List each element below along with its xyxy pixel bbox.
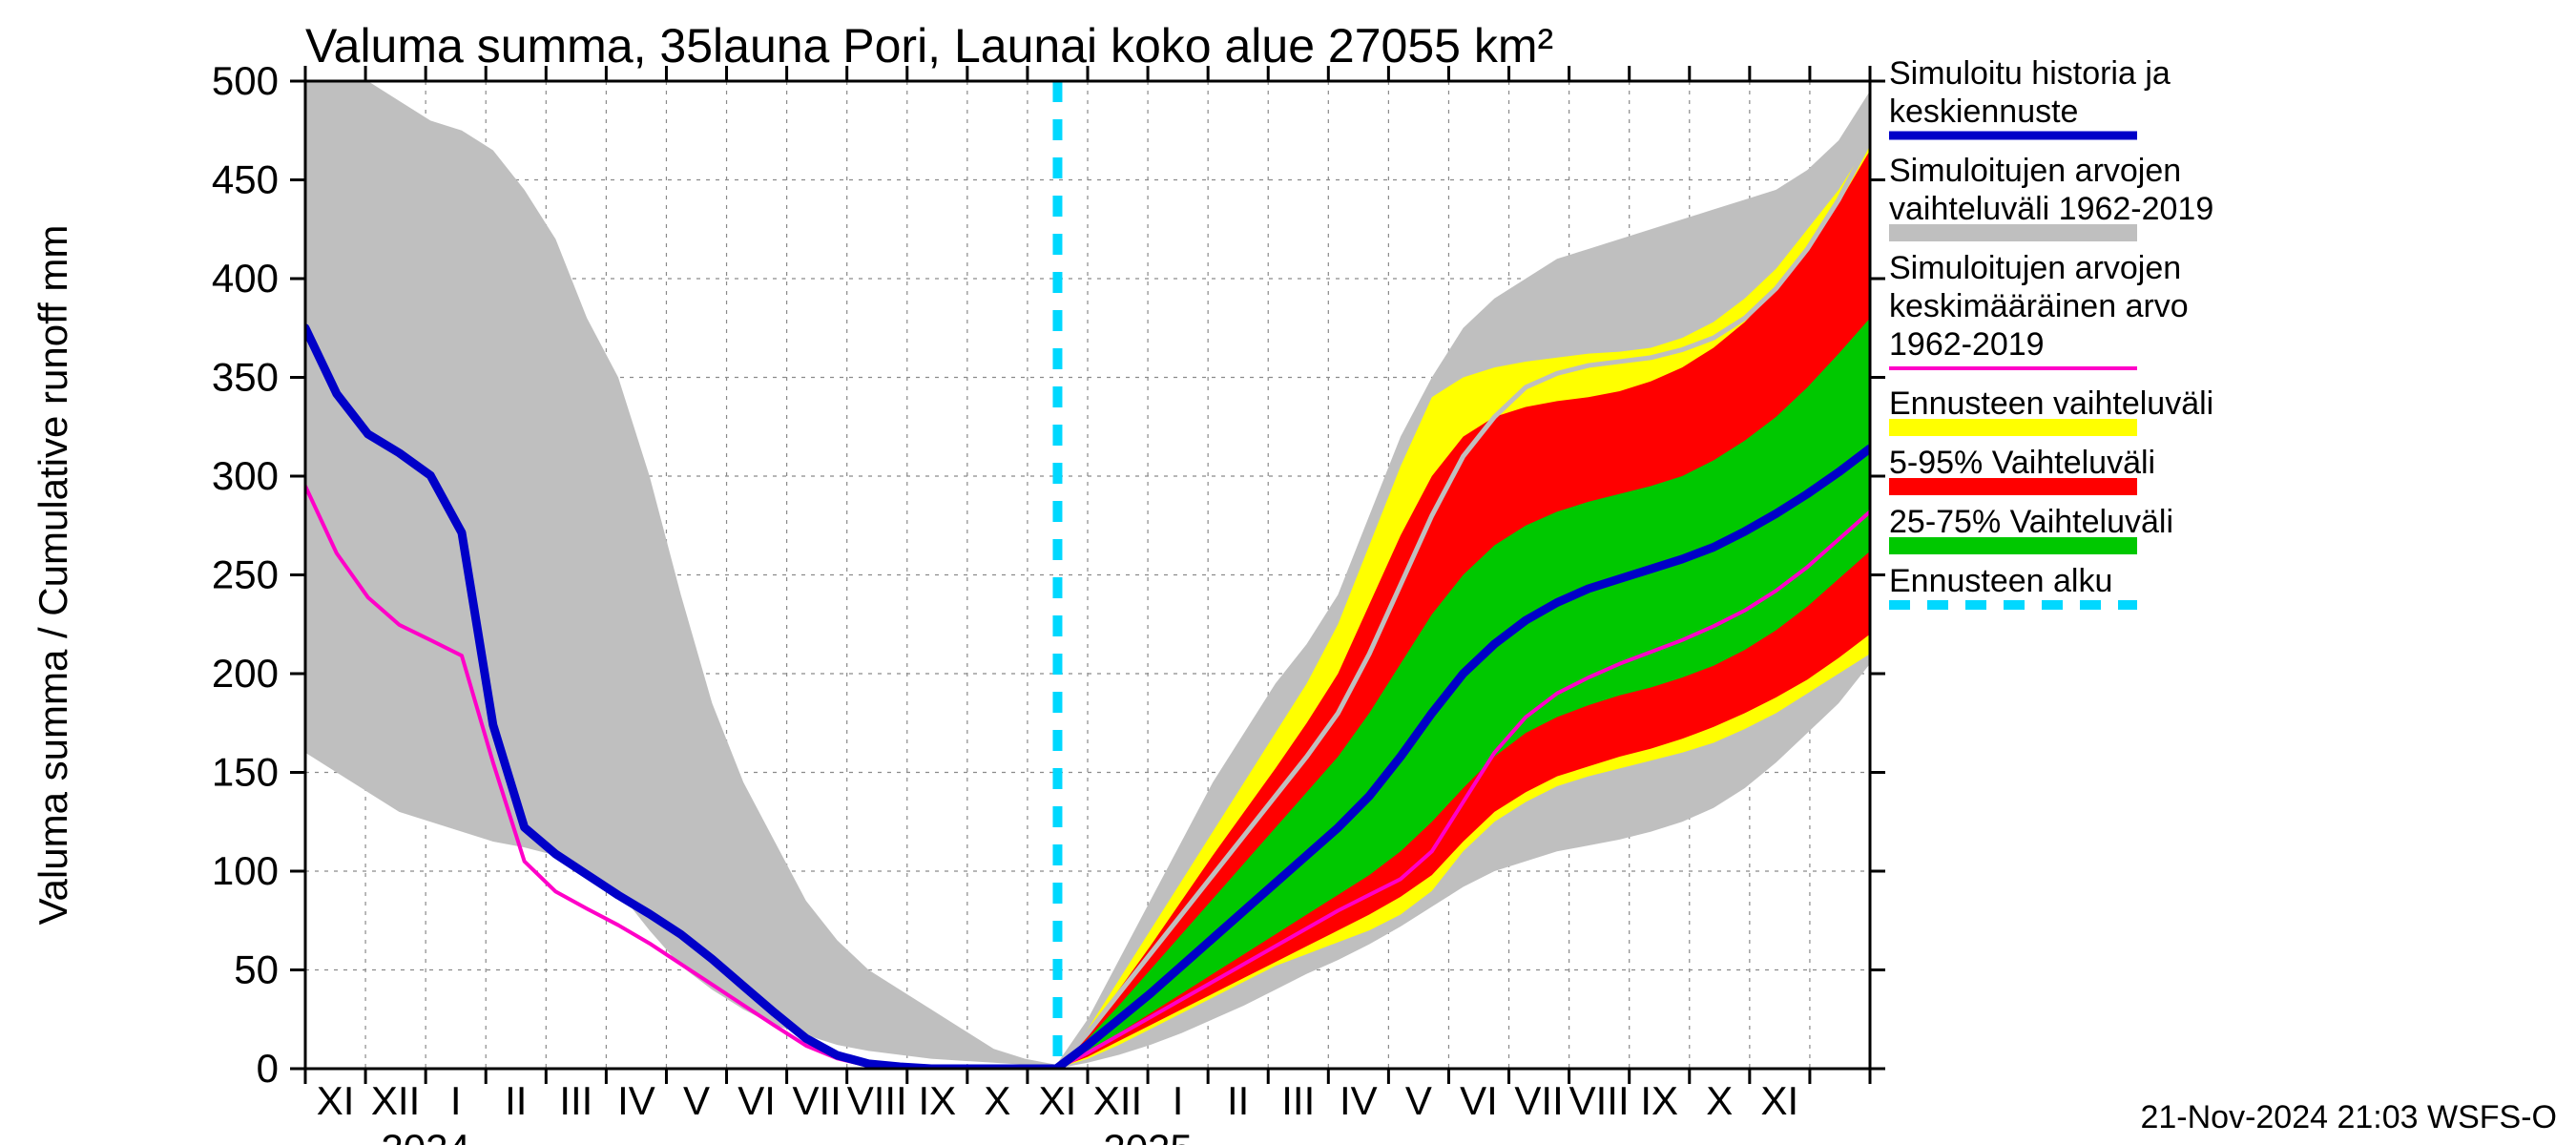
svg-text:150: 150 [212,750,279,795]
svg-text:200: 200 [212,651,279,696]
legend-label: Ennusteen alku [1889,563,2112,599]
svg-text:400: 400 [212,256,279,301]
svg-text:II: II [1227,1078,1249,1123]
svg-text:300: 300 [212,453,279,498]
svg-text:III: III [1281,1078,1315,1123]
svg-text:0: 0 [257,1046,279,1091]
legend-label: Simuloitujen arvojen [1889,153,2181,189]
legend-label: 1962-2019 [1889,326,2045,363]
legend-label: Simuloitu historia ja [1889,55,2171,92]
chart-container: 050100150200250300350400450500XIXIIIIIII… [0,0,2576,1145]
svg-text:V: V [683,1078,710,1123]
svg-text:I: I [1173,1078,1184,1123]
svg-text:500: 500 [212,58,279,103]
svg-text:XI: XI [1761,1078,1799,1123]
svg-text:XII: XII [1093,1078,1142,1123]
legend-label: Ennusteen vaihteluväli [1889,385,2213,422]
svg-text:350: 350 [212,355,279,400]
svg-text:XI: XI [1039,1078,1077,1123]
legend-label: 5-95% Vaihteluväli [1889,445,2155,481]
svg-text:450: 450 [212,157,279,202]
svg-text:100: 100 [212,848,279,893]
svg-text:VIII: VIII [847,1078,907,1123]
legend-label: keskimääräinen arvo [1889,288,2189,324]
chart-title: Valuma summa, 35launa Pori, Launai koko … [305,19,1553,73]
svg-text:VIII: VIII [1569,1078,1630,1123]
svg-text:VII: VII [792,1078,841,1123]
runoff-chart: 050100150200250300350400450500XIXIIIIIII… [0,0,2576,1145]
svg-text:I: I [450,1078,462,1123]
svg-text:2025: 2025 [1103,1126,1192,1145]
legend-label: keskiennuste [1889,94,2078,130]
legend-label: 25-75% Vaihteluväli [1889,504,2173,540]
svg-text:XII: XII [371,1078,420,1123]
svg-text:VII: VII [1514,1078,1563,1123]
svg-text:III: III [559,1078,592,1123]
svg-text:IV: IV [1340,1078,1378,1123]
svg-text:II: II [505,1078,527,1123]
legend-label: Simuloitujen arvojen [1889,250,2181,286]
svg-text:2024: 2024 [381,1126,469,1145]
svg-text:X: X [1706,1078,1733,1123]
svg-text:XI: XI [317,1078,355,1123]
svg-text:IX: IX [1640,1078,1678,1123]
svg-text:IV: IV [617,1078,655,1123]
svg-text:250: 250 [212,552,279,597]
svg-text:X: X [984,1078,1010,1123]
svg-text:VI: VI [737,1078,776,1123]
svg-text:V: V [1405,1078,1432,1123]
svg-text:IX: IX [918,1078,956,1123]
svg-text:VI: VI [1460,1078,1498,1123]
svg-text:50: 50 [234,947,279,992]
footer-timestamp: 21-Nov-2024 21:03 WSFS-O [2140,1099,2557,1135]
y-axis-label: Valuma summa / Cumulative runoff mm [31,225,75,926]
legend-label: vaihteluväli 1962-2019 [1889,191,2213,227]
